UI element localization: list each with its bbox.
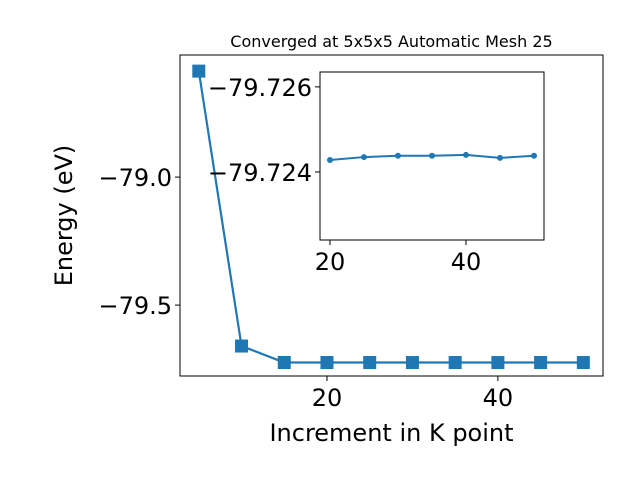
marker	[531, 152, 538, 159]
marker	[491, 356, 505, 370]
y-axis-label: Energy (eV)	[50, 145, 78, 287]
marker	[448, 356, 462, 370]
marker	[192, 64, 206, 78]
line	[197, 70, 584, 364]
y-tick-label: −79.726	[208, 74, 312, 102]
marker	[235, 339, 249, 353]
x-axis-label: Increment in K point	[269, 419, 513, 447]
marker	[576, 356, 590, 370]
marker	[363, 356, 377, 370]
marker	[360, 154, 367, 161]
marker	[326, 157, 333, 164]
x-tick-label: 40	[483, 384, 514, 412]
x-tick-label: 20	[312, 384, 343, 412]
chart-title: Converged at 5x5x5 Automatic Mesh 25	[230, 32, 552, 51]
y-tick-label: −79.0	[98, 164, 172, 192]
x-tick-label: 20	[315, 248, 346, 276]
y-tick-label: −79.5	[98, 292, 172, 320]
y-tick-label: −79.724	[208, 159, 312, 187]
marker	[405, 356, 419, 370]
marker	[394, 152, 401, 159]
x-tick-label: 40	[451, 248, 482, 276]
marker	[497, 154, 504, 161]
marker	[463, 151, 470, 158]
marker	[429, 152, 435, 159]
marker	[277, 356, 291, 370]
marker	[320, 356, 334, 370]
marker	[534, 356, 548, 370]
